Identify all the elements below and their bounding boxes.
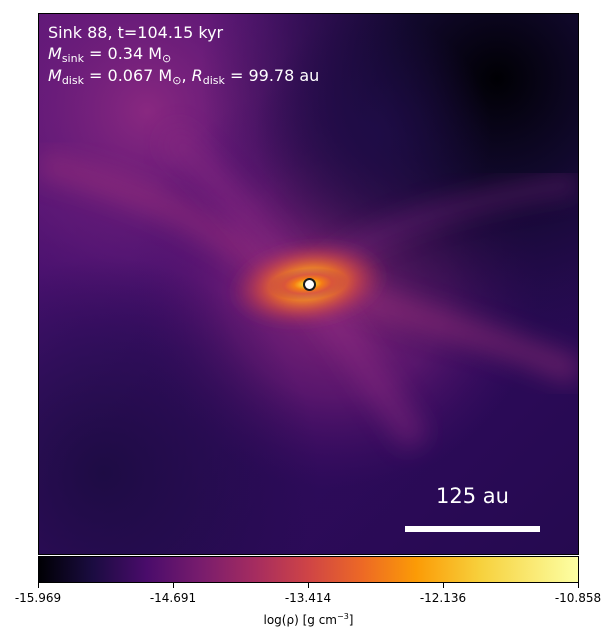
sink-marker — [303, 278, 316, 291]
disk-info-text: Mdisk = 0.067 M⊙, Rdisk = 99.78 au — [48, 65, 319, 91]
m-disk-solar-subscript: ⊙ — [172, 74, 182, 87]
scale-bar-label: 125 au — [436, 484, 509, 508]
colorbar-tick — [38, 583, 39, 588]
colorbar-tick-label: -12.136 — [419, 591, 467, 605]
r-disk-separator: , — [181, 66, 192, 85]
colorbar-label-exponent: −3 — [337, 612, 349, 621]
m-disk-subscript: disk — [61, 74, 84, 87]
colorbar-label-prefix: log(ρ) [g cm — [263, 613, 338, 627]
m-sink-symbol: M — [48, 44, 62, 63]
sink-mass-text: Msink = 0.34 M⊙ — [48, 43, 171, 69]
m-sink-value: = 0.34 M — [83, 44, 163, 63]
r-disk-value: = 99.78 au — [224, 66, 320, 85]
scale-bar — [405, 526, 540, 532]
colorbar-label: log(ρ) [g cm−3] — [38, 612, 579, 627]
r-disk-symbol: R — [191, 66, 203, 85]
colorbar — [38, 556, 579, 583]
colorbar-tick-label: -15.969 — [14, 591, 62, 605]
density-map-panel: Sink 88, t=104.15 kyr Msink = 0.34 M⊙ Md… — [38, 13, 579, 555]
colorbar-tick — [578, 583, 579, 588]
colorbar-tick — [308, 583, 309, 588]
m-disk-symbol: M — [48, 66, 62, 85]
colorbar-label-suffix: ] — [348, 613, 354, 627]
r-disk-subscript: disk — [202, 74, 225, 87]
colorbar-tick-label: -14.691 — [149, 591, 197, 605]
m-sink-solar-subscript: ⊙ — [162, 52, 172, 65]
colorbar-tick — [443, 583, 444, 588]
colorbar-tick-label: -13.414 — [284, 591, 332, 605]
colorbar-tick-label: -10.858 — [554, 591, 602, 605]
m-disk-value: = 0.067 M — [83, 66, 173, 85]
sink-info-text: Sink 88, t=104.15 kyr — [48, 23, 224, 42]
colorbar-tick — [173, 583, 174, 588]
m-sink-subscript: sink — [61, 52, 84, 65]
